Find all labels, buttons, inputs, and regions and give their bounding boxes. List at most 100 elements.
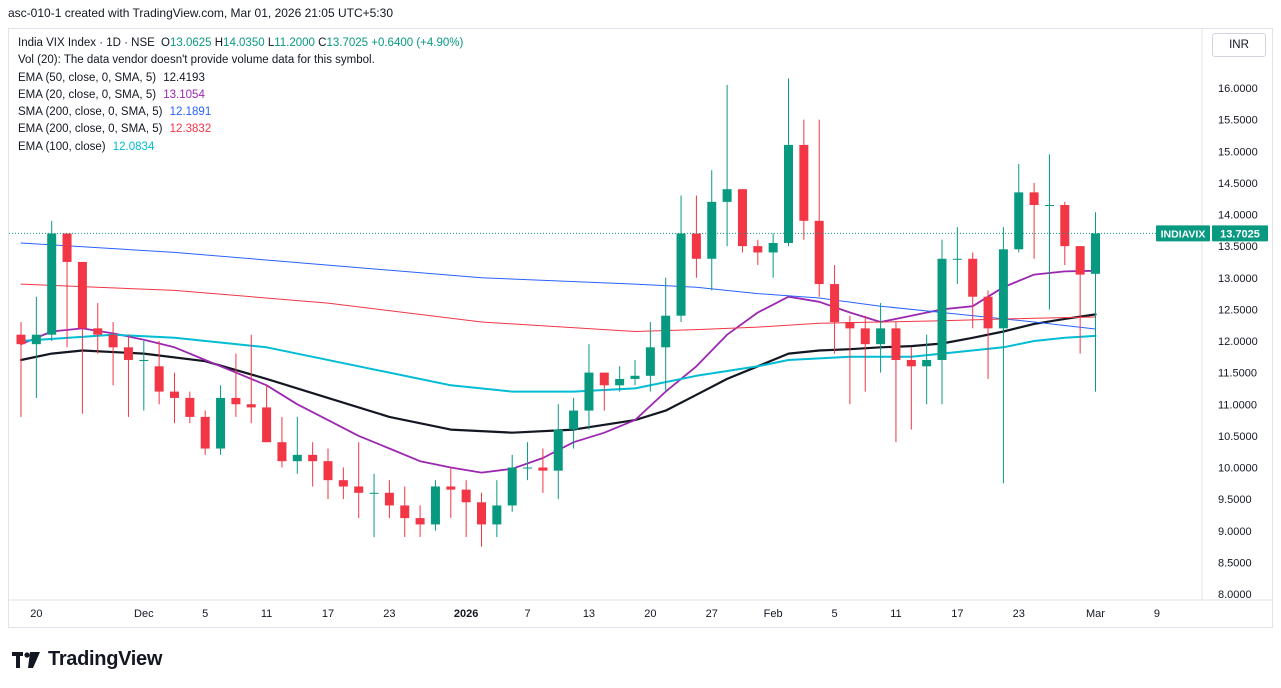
indicator-label: EMA (50, close, 0, SMA, 5)	[18, 71, 157, 84]
candle-body	[922, 359, 932, 367]
x-tick-label: Mar	[1086, 608, 1105, 620]
indicator-sma200[interactable]: SMA (200, close, 0, SMA, 5) 12.1891	[18, 104, 463, 121]
candle-body	[645, 347, 655, 376]
indicator-ema200[interactable]: EMA (200, close, 0, SMA, 5) 12.3832	[18, 121, 463, 138]
candle-body	[492, 505, 502, 525]
candle-body	[200, 416, 210, 449]
candle-body	[906, 359, 916, 367]
symbol-line[interactable]: India VIX Index · 1D · NSE O13.0625 H14.…	[18, 35, 463, 52]
candle-body	[400, 505, 410, 519]
y-tick-label: 16.0000	[1218, 83, 1258, 95]
candle-body	[830, 284, 840, 323]
low-label: L	[267, 37, 275, 49]
candle-body	[62, 233, 72, 262]
close-value: 13.7025	[326, 37, 369, 49]
x-tick-label: 11	[890, 608, 901, 620]
candle-body	[998, 249, 1008, 329]
y-tick-label: 10.5000	[1218, 431, 1258, 443]
candle-body	[553, 429, 563, 471]
symbol-tag	[1156, 225, 1210, 242]
candle-body	[1044, 205, 1054, 207]
low-value: 11.2000	[274, 37, 315, 49]
candle-body	[1091, 233, 1100, 274]
candle-body	[891, 328, 901, 360]
candle-body	[615, 378, 625, 386]
candle-body	[968, 258, 978, 297]
y-tick-label: 15.5000	[1218, 115, 1258, 127]
price-chart[interactable]: 8.0000 8.5000 9.0000 9.5000 10.0000 10.5000 11…	[0, 0, 1281, 640]
indicator-label: SMA (200, close, 0, SMA, 5)	[18, 106, 163, 119]
candle-body	[446, 486, 456, 490]
candle-body	[292, 454, 302, 462]
y-tick-label: 13.5000	[1218, 241, 1258, 253]
candle-body	[308, 454, 318, 462]
x-tick-label: 13	[583, 608, 595, 620]
candle-body	[277, 442, 287, 462]
candle-body	[722, 189, 732, 202]
indicator-value: 12.3832	[169, 123, 212, 136]
indicator-value: 13.1054	[163, 88, 205, 101]
candle-body	[860, 328, 870, 345]
y-tick-label: 12.5000	[1218, 304, 1258, 316]
x-tick-label: 11	[261, 608, 272, 620]
tradingview-logo[interactable]: TradingView	[12, 648, 162, 671]
candle-body	[937, 258, 947, 360]
candle-body	[139, 359, 149, 361]
indicator-label: EMA (200, close, 0, SMA, 5)	[18, 123, 163, 136]
indicator-value: 12.0834	[112, 140, 155, 153]
candle-body	[768, 242, 778, 253]
volume-note: Vol (20): The data vendor doesn't provid…	[18, 54, 375, 67]
currency-button[interactable]: INR	[1212, 33, 1266, 57]
candle-body	[784, 144, 793, 243]
x-tick-label: 23	[1013, 608, 1025, 620]
candle-body	[1060, 205, 1070, 247]
x-tick-label: 9	[1154, 608, 1160, 620]
indicator-line	[20, 242, 1096, 330]
candle-body	[507, 467, 517, 506]
candle-body	[876, 328, 886, 345]
x-tick-label: 23	[383, 608, 395, 620]
candle-body	[599, 372, 609, 386]
y-tick-label: 15.0000	[1218, 146, 1258, 158]
indicator-ema20[interactable]: EMA (20, close, 0, SMA, 5) 13.1054	[18, 87, 463, 104]
candle-body	[691, 233, 701, 259]
candle-body	[630, 375, 640, 379]
indicator-ema100[interactable]: EMA (100, close) 12.0834	[18, 139, 463, 156]
candle-body	[1029, 192, 1039, 206]
candle-body	[216, 397, 226, 449]
candle-body	[123, 347, 133, 360]
tradingview-logo-icon	[12, 651, 40, 668]
symbol-tag-label: INDIAVIX	[1161, 228, 1206, 240]
x-tick-label: 20	[30, 608, 42, 620]
candle-body	[799, 144, 809, 221]
candle-body	[538, 467, 548, 471]
chart-frame	[8, 28, 1273, 628]
candle-body	[170, 391, 179, 398]
candle-body	[584, 372, 594, 411]
indicator-value: 12.4193	[163, 71, 205, 84]
indicator-line	[19, 313, 1097, 434]
candle-body	[93, 328, 103, 335]
y-tick-label: 14.0000	[1218, 210, 1258, 222]
y-tick-label: 8.0000	[1218, 589, 1252, 601]
y-tick-label: 11.5000	[1218, 368, 1257, 380]
y-tick-label: 9.0000	[1218, 526, 1252, 538]
y-tick-label: 9.5000	[1218, 494, 1252, 506]
candle-body	[369, 492, 379, 494]
candle-body	[845, 322, 855, 329]
candle-body	[323, 461, 333, 481]
tradingview-wordmark: TradingView	[48, 648, 163, 670]
indicator-ema50[interactable]: EMA (50, close, 0, SMA, 5) 12.4193	[18, 70, 463, 87]
symbol-name: India VIX Index · 1D · NSE	[18, 37, 155, 49]
price-tag-value: 13.7025	[1220, 228, 1260, 240]
y-tick-label: 8.5000	[1218, 557, 1252, 569]
x-tick-label: 5	[831, 608, 837, 620]
candle-body	[707, 201, 717, 259]
y-tick-label: 12.0000	[1218, 336, 1258, 348]
candle-body	[983, 296, 993, 329]
candle-body	[737, 189, 747, 247]
candle-body	[477, 502, 486, 525]
candle-body	[185, 397, 195, 417]
candle-body	[952, 258, 962, 260]
candle-body	[814, 220, 824, 285]
